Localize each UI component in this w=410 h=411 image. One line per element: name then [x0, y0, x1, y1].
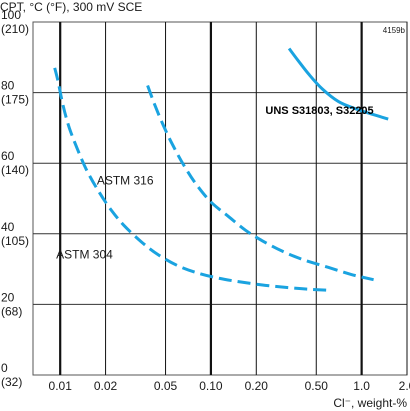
y-tick-label-c: 80: [1, 79, 15, 93]
y-tick-label-c: 40: [1, 220, 15, 234]
series-layer: [53, 47, 389, 292]
series-line-2: [146, 84, 374, 282]
grid-layer: [32, 21, 408, 376]
y-axis-title: CPT, °C (°F), 300 mV SCE: [0, 0, 142, 14]
series-line-3: [287, 47, 389, 121]
x-tick-label: 1.0: [353, 379, 370, 393]
y-tick-label-c: 100: [1, 8, 21, 22]
figure-id: 4159b: [383, 26, 406, 35]
x-tick-label: 0.20: [245, 379, 269, 393]
y-tick-label-c: 0: [1, 361, 8, 375]
y-tick-label-f: (175): [1, 93, 29, 107]
x-tick-label: 0.01: [49, 379, 73, 393]
plot-frame: [32, 21, 408, 376]
y-tick-label-f: (68): [1, 304, 22, 318]
x-axis-title: Cl⁻, weight-%: [333, 396, 407, 410]
tick-layer: 0(32) 20(68) 40(105) 60(140) 80(175) 100(210)…: [1, 8, 410, 393]
series-label-1: ASTM 304: [56, 248, 113, 262]
y-tick-label-c: 60: [1, 149, 15, 163]
annotation-layer: ASTM 304 ASTM 316 UNS S31803, S32205: [56, 105, 374, 262]
series-label-3: UNS S31803, S32205: [265, 105, 373, 117]
y-tick-label-c: 20: [1, 290, 15, 304]
y-tick-label-f: (32): [1, 375, 22, 389]
x-tick-label: 0.05: [154, 379, 178, 393]
x-tick-label: 0.02: [94, 379, 118, 393]
x-tick-label: 0.10: [199, 379, 223, 393]
series-line-1: [53, 67, 329, 292]
y-tick-label-f: (140): [1, 163, 29, 177]
y-tick-label-f: (210): [1, 22, 29, 36]
series-label-2: ASTM 316: [97, 173, 154, 187]
x-tick-label: 2.0: [399, 379, 410, 393]
x-tick-label: 0.50: [305, 379, 329, 393]
y-tick-label-f: (105): [1, 234, 29, 248]
